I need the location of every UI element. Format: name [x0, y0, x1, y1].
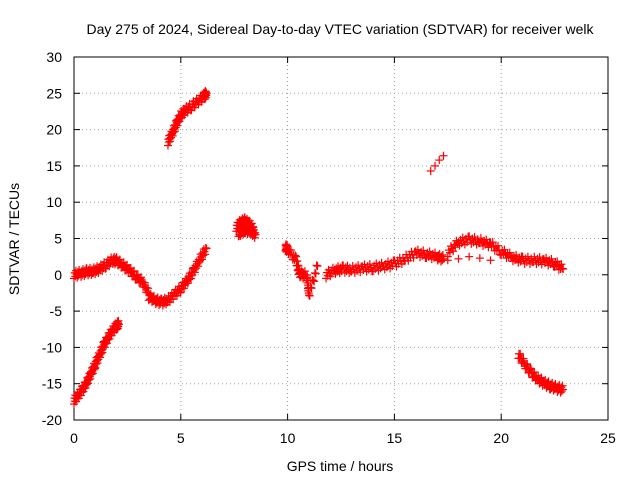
- y-tick-label: -10: [42, 339, 62, 355]
- series-segment: [70, 316, 123, 409]
- series-segment: [322, 245, 447, 283]
- y-tick-label: 10: [46, 194, 62, 210]
- series-segment: [144, 243, 210, 310]
- x-tick-label: 20: [493, 430, 509, 446]
- x-tick-label: 0: [70, 430, 78, 446]
- y-tick-label: -15: [42, 376, 62, 392]
- series-segment: [232, 213, 260, 242]
- x-axis-title: GPS time / hours: [287, 458, 394, 474]
- series-segment: [443, 232, 567, 274]
- y-tick-label: 25: [46, 85, 62, 101]
- y-tick-label: 5: [54, 231, 62, 247]
- series-segment: [163, 87, 211, 150]
- series-segment: [281, 240, 321, 300]
- y-tick-label: -20: [42, 412, 62, 428]
- y-tick-label: 20: [46, 122, 62, 138]
- x-tick-label: 5: [177, 430, 185, 446]
- x-tick-label: 25: [600, 430, 616, 446]
- y-tick-label: 0: [54, 267, 62, 283]
- x-tick-label: 10: [280, 430, 296, 446]
- y-tick-label: 15: [46, 158, 62, 174]
- y-tick-label: 30: [46, 49, 62, 65]
- series-segment: [70, 252, 153, 297]
- y-tick-label: -5: [50, 303, 63, 319]
- y-axis-title: SDTVAR / TECUs: [6, 183, 22, 295]
- tick-layer: 0 5 10 15 20 25 -20 -15 -10 -5 0 5 10 15 20 25 30: [42, 49, 616, 446]
- chart-title: Day 275 of 2024, Sidereal Day-to-day VTE…: [86, 21, 594, 37]
- series-segment: [514, 349, 567, 397]
- grid-layer: [74, 57, 608, 420]
- points-layer: [70, 87, 568, 409]
- x-tick-label: 15: [387, 430, 403, 446]
